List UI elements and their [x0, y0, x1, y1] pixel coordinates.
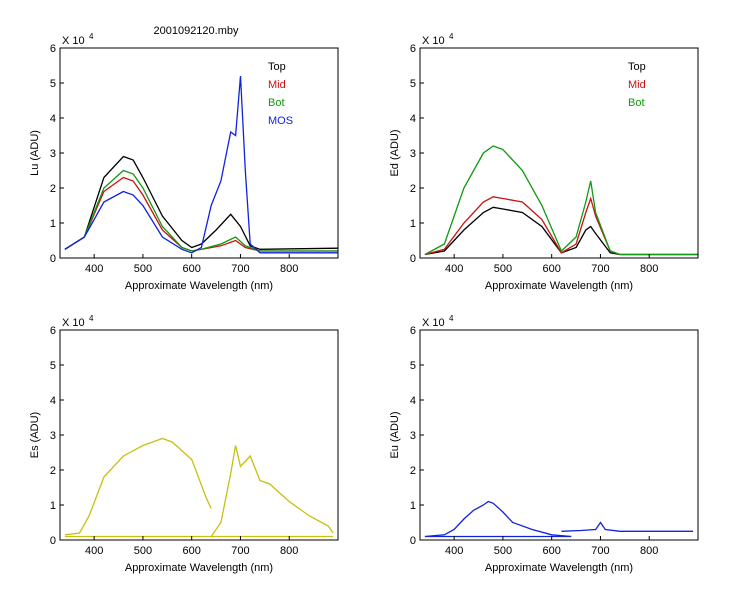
series-line-top: [424, 206, 698, 256]
y-tick-label: 5: [50, 360, 56, 372]
series-line-mos: [64, 75, 338, 254]
y-tick-label: 3: [50, 430, 56, 442]
axis-multiplier-label: X 10: [422, 317, 445, 329]
y-tick-label: 6: [50, 325, 56, 337]
y-tick-label: 0: [50, 535, 56, 547]
legend-entry-bot: Bot: [628, 97, 645, 109]
series-line-2: [210, 445, 334, 537]
y-tick-label: 1: [50, 500, 56, 512]
chart-panel-1: 400 500 600 700 800 0 1 2 3 4 5 6 X 10 4 Approximate W…: [29, 32, 339, 292]
chart-panel-2: 400 500 600 700 800 0 1 2 3 4 5 6 X 10 4 Approximate W…: [389, 32, 699, 292]
legend-entry-bot: Bot: [268, 97, 285, 109]
plot-frame: [59, 329, 339, 541]
x-tick-label: 400: [445, 545, 463, 557]
y-tick-label: 0: [410, 253, 416, 265]
y-tick-label: 4: [410, 113, 416, 125]
x-tick-label: 500: [494, 545, 512, 557]
y-axis-label: Eu (ADU): [389, 411, 401, 458]
x-axis-label: Approximate Wavelength (nm): [485, 280, 633, 292]
series-line-2: [561, 521, 694, 532]
figure-title: 2001092120.mby: [153, 25, 239, 37]
legend-entry-mid: Mid: [628, 79, 646, 91]
series-line-mid: [64, 176, 338, 252]
axis-multiplier-label: X 10: [422, 35, 445, 47]
chart-panel-4: 400 500 600 700 800 0 1 2 3 4 5 6 X 10 4 Approximate W…: [389, 314, 699, 574]
y-tick-label: 6: [410, 43, 416, 55]
y-tick-label: 5: [410, 78, 416, 90]
x-axis-label: Approximate Wavelength (nm): [125, 280, 273, 292]
chart-panel-3: 400 500 600 700 800 0 1 2 3 4 5 6 X 10 4 Approximate W…: [29, 314, 339, 574]
y-tick-label: 2: [410, 465, 416, 477]
axis-multiplier-exponent: 4: [89, 32, 94, 41]
x-tick-label: 600: [543, 263, 561, 275]
axis-multiplier-label: X 10: [62, 317, 85, 329]
y-tick-label: 1: [50, 218, 56, 230]
legend-entry-mos: MOS: [268, 115, 293, 127]
series-line-bot: [424, 145, 698, 256]
x-tick-label: 500: [134, 263, 152, 275]
y-tick-label: 4: [50, 113, 56, 125]
x-tick-label: 500: [494, 263, 512, 275]
y-tick-label: 3: [410, 148, 416, 160]
y-axis-label: Lu (ADU): [29, 130, 41, 176]
x-tick-label: 800: [280, 263, 298, 275]
series-line-1: [424, 500, 572, 538]
y-tick-label: 0: [410, 535, 416, 547]
axis-multiplier-exponent: 4: [449, 32, 454, 41]
x-tick-label: 400: [85, 545, 103, 557]
x-tick-label: 600: [183, 545, 201, 557]
legend-entry-top: Top: [628, 61, 646, 73]
axis-multiplier-exponent: 4: [89, 314, 94, 323]
axis-multiplier-label: X 10: [62, 35, 85, 47]
y-tick-label: 1: [410, 500, 416, 512]
y-tick-label: 6: [50, 43, 56, 55]
x-tick-label: 700: [231, 263, 249, 275]
series-line-mid: [424, 196, 698, 256]
x-tick-label: 400: [445, 263, 463, 275]
x-tick-label: 700: [231, 545, 249, 557]
plot-frame: [419, 329, 699, 541]
y-tick-label: 4: [50, 395, 56, 407]
series-line-1: [64, 437, 212, 536]
y-tick-label: 6: [410, 325, 416, 337]
x-tick-label: 800: [640, 545, 658, 557]
y-axis-label: Ed (ADU): [389, 129, 401, 176]
y-axis-label: Es (ADU): [29, 412, 41, 458]
series-line-top: [64, 155, 338, 250]
y-tick-label: 1: [410, 218, 416, 230]
x-axis-label: Approximate Wavelength (nm): [485, 562, 633, 574]
x-tick-label: 700: [591, 545, 609, 557]
y-tick-label: 3: [410, 430, 416, 442]
x-axis-label: Approximate Wavelength (nm): [125, 562, 273, 574]
y-tick-label: 5: [50, 78, 56, 90]
legend-entry-mid: Mid: [268, 79, 286, 91]
y-tick-label: 2: [50, 465, 56, 477]
x-tick-label: 400: [85, 263, 103, 275]
y-tick-label: 3: [50, 148, 56, 160]
x-tick-label: 800: [640, 263, 658, 275]
axis-multiplier-exponent: 4: [449, 314, 454, 323]
series-line-bot: [64, 169, 338, 252]
y-tick-label: 5: [410, 360, 416, 372]
x-tick-label: 800: [280, 545, 298, 557]
x-tick-label: 600: [183, 263, 201, 275]
y-tick-label: 2: [410, 183, 416, 195]
legend-entry-top: Top: [268, 61, 286, 73]
x-tick-label: 600: [543, 545, 561, 557]
y-tick-label: 0: [50, 253, 56, 265]
plot-frame: [59, 47, 339, 259]
y-tick-label: 4: [410, 395, 416, 407]
x-tick-label: 700: [591, 263, 609, 275]
x-tick-label: 500: [134, 545, 152, 557]
y-tick-label: 2: [50, 183, 56, 195]
